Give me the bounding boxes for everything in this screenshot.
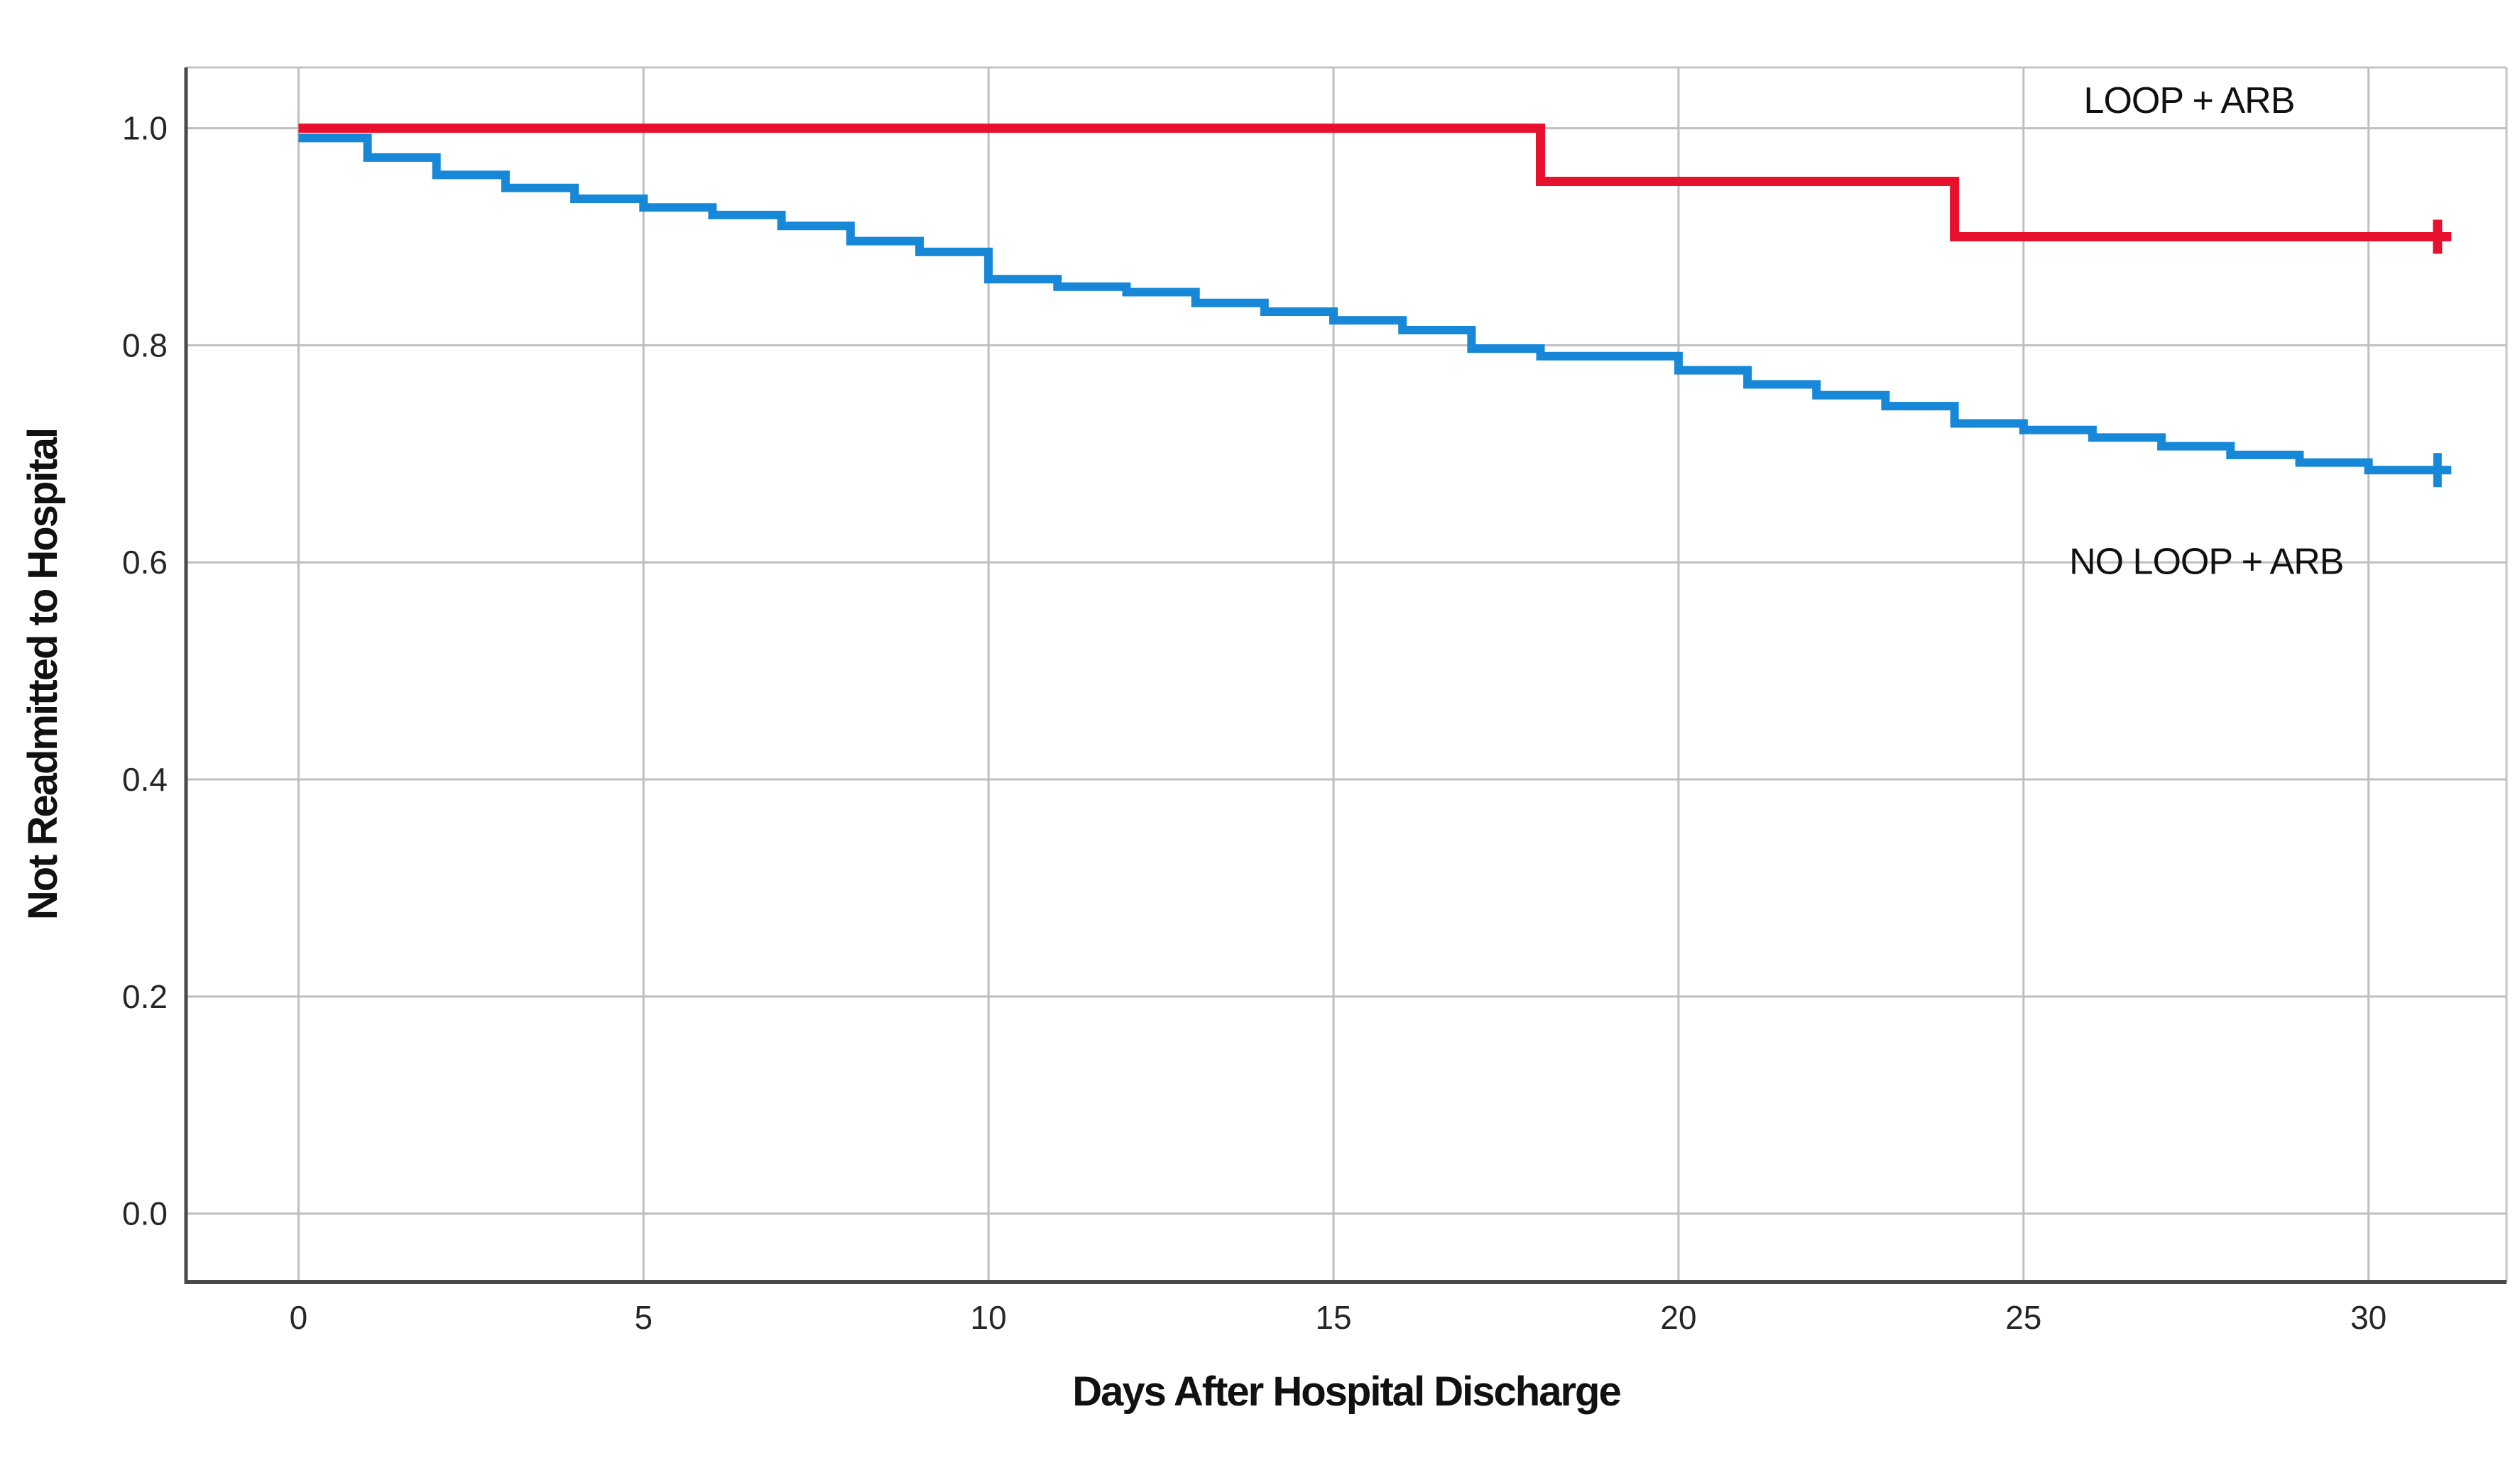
series-line-loop-arb bbox=[298, 124, 2452, 241]
tick-labels: 1.0 0.8 0.6 0.4 0.2 0.0 0 5 10 15 20 25 30 bbox=[122, 110, 2387, 1336]
curve-label-loop-arb: LOOP + ARB bbox=[2084, 80, 2295, 121]
curve-label-no-loop-arb: NO LOOP + ARB bbox=[2069, 542, 2343, 583]
x-tick-label-0: 0 bbox=[290, 1299, 308, 1336]
y-tick-label-0.2: 0.2 bbox=[122, 978, 168, 1015]
plot-frame bbox=[184, 66, 2508, 1284]
x-tick-label-10: 10 bbox=[971, 1299, 1007, 1336]
gridlines bbox=[186, 67, 2507, 1282]
y-tick-label-0.8: 0.8 bbox=[122, 327, 168, 363]
x-tick-label-15: 15 bbox=[1315, 1299, 1351, 1336]
y-tick-label-1.0: 1.0 bbox=[122, 110, 168, 147]
series-annotations: LOOP + ARB NO LOOP + ARB bbox=[2069, 80, 2344, 583]
y-tick-label-0.6: 0.6 bbox=[122, 544, 168, 581]
x-tick-label-5: 5 bbox=[634, 1299, 653, 1336]
x-tick-label-30: 30 bbox=[2350, 1299, 2387, 1336]
series-line-no-loop-arb bbox=[298, 133, 2452, 475]
x-tick-label-25: 25 bbox=[2005, 1299, 2041, 1336]
y-axis-title: Not Readmitted to Hospital bbox=[20, 429, 66, 920]
y-tick-label-0.4: 0.4 bbox=[122, 761, 168, 798]
x-axis-title: Days After Hospital Discharge bbox=[1072, 1369, 1620, 1415]
y-tick-label-0.0: 0.0 bbox=[122, 1195, 168, 1232]
series-curves bbox=[298, 124, 2452, 488]
x-tick-label-20: 20 bbox=[1660, 1299, 1696, 1336]
